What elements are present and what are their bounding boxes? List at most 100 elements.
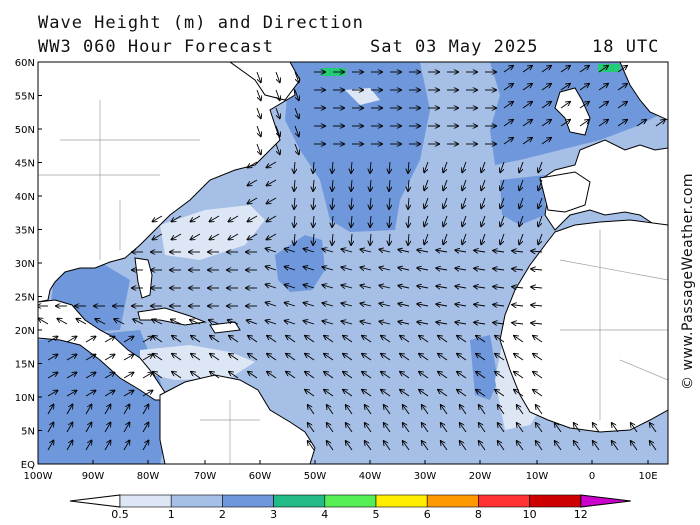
wave-arrow	[210, 354, 220, 361]
wave-arrow	[305, 390, 315, 397]
wave-arrow	[256, 143, 261, 154]
wave-arrow	[455, 250, 467, 252]
wave-arrow	[305, 372, 315, 379]
wave-arrow	[512, 251, 524, 252]
wave-arrow	[503, 84, 513, 91]
wave-arrow	[332, 197, 333, 209]
wave-arrow	[389, 179, 390, 191]
wave-arrow	[285, 303, 296, 306]
wave-arrow	[275, 71, 280, 82]
wave-arrow	[327, 441, 334, 451]
wave-arrow	[419, 372, 429, 379]
wave-arrow	[85, 441, 92, 451]
wave-arrow	[66, 391, 77, 397]
wave-arrow	[324, 390, 334, 397]
wave-arrow	[360, 321, 372, 324]
wave-arrow	[419, 390, 429, 397]
copyright-text: © www.PassageWeather.com	[680, 172, 696, 390]
wave-arrow	[400, 354, 410, 361]
wave-arrow	[343, 390, 353, 397]
wave-arrow	[47, 423, 54, 433]
wave-arrow	[438, 390, 448, 397]
wave-arrow	[424, 179, 429, 190]
wave-arrow	[294, 107, 299, 118]
wave-arrow	[267, 215, 277, 222]
wave-arrow	[498, 423, 505, 433]
wave-arrow	[47, 405, 54, 415]
wave-arrow	[579, 66, 589, 73]
latitude-label: 45N	[15, 159, 35, 170]
wave-arrow	[381, 390, 391, 397]
wave-arrow	[503, 120, 513, 127]
wave-arrow	[152, 319, 163, 325]
wave-arrow	[531, 323, 543, 324]
wave-arrow	[247, 320, 258, 325]
wave-arrow	[142, 441, 149, 451]
wave-arrow	[123, 355, 134, 361]
wave-arrow	[85, 405, 92, 415]
wave-arrow	[104, 441, 111, 451]
wave-arrow	[424, 197, 429, 208]
legend-swatch	[119, 494, 172, 508]
wave-arrow	[104, 423, 111, 433]
wave-arrow	[612, 441, 619, 451]
wave-arrow	[153, 233, 163, 240]
wave-arrow	[365, 423, 372, 433]
wave-arrow	[229, 354, 239, 361]
wave-arrow	[343, 372, 353, 379]
wave-arrow	[538, 197, 543, 208]
wave-arrow	[400, 390, 410, 397]
wave-direction-arrows	[38, 66, 665, 451]
wave-arrow	[305, 354, 315, 361]
wave-arrow	[267, 354, 277, 361]
wave-arrow	[389, 161, 390, 173]
wave-arrow	[104, 373, 115, 379]
wave-arrow	[351, 233, 352, 245]
latitude-label: 15N	[15, 360, 35, 371]
wave-arrow	[500, 215, 505, 226]
wave-arrow	[522, 102, 532, 109]
wave-arrow	[462, 233, 467, 244]
wave-arrow	[346, 423, 353, 433]
wave-arrow	[294, 215, 295, 227]
wave-arrow	[191, 233, 201, 240]
wave-arrow	[248, 336, 258, 343]
wave-arrow	[389, 233, 390, 245]
wave-arrow	[436, 304, 448, 306]
wave-arrow	[512, 323, 524, 324]
wave-arrow	[522, 66, 532, 73]
wave-arrow	[172, 372, 182, 379]
wave-arrow	[153, 336, 163, 343]
legend-label: 1	[168, 508, 175, 521]
wave-arrow	[479, 405, 486, 415]
wave-arrow	[455, 322, 467, 324]
legend-swatch	[222, 494, 274, 508]
legend-label: 12	[574, 508, 588, 521]
wave-arrow	[351, 161, 352, 173]
wave-arrow	[266, 320, 277, 325]
wave-arrow	[172, 233, 182, 240]
wave-arrow	[436, 250, 448, 252]
wave-arrow	[495, 372, 505, 379]
wave-arrow	[560, 102, 570, 109]
land-british-isles	[554, 87, 591, 136]
wave-arrow	[631, 423, 638, 433]
wave-arrow	[517, 441, 524, 451]
forecast-date: Sat 03 May 2025	[370, 37, 539, 57]
wave-arrow	[286, 336, 296, 343]
wave-arrow	[598, 102, 608, 109]
wave-arrow	[190, 320, 201, 325]
wave-arrow	[370, 179, 371, 191]
wave-arrow	[76, 319, 87, 325]
wave-arrow	[408, 161, 409, 173]
land-florida	[134, 257, 153, 299]
wave-arrow	[341, 321, 353, 324]
wave-arrow	[560, 66, 570, 73]
wave-arrow	[531, 287, 543, 288]
wave-arrow	[481, 179, 486, 190]
wave-arrow	[408, 215, 409, 227]
wave-arrow	[531, 305, 543, 306]
wave-arrow	[379, 303, 391, 306]
wave-arrow	[308, 423, 315, 433]
wave-arrow	[313, 215, 314, 227]
